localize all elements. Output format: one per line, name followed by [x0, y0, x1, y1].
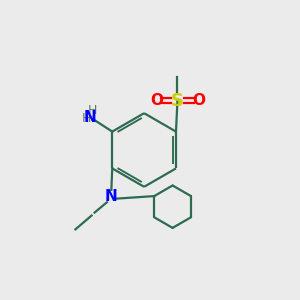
Text: O: O [192, 93, 205, 108]
Text: S: S [171, 92, 184, 110]
Text: H: H [88, 104, 97, 118]
Text: N: N [104, 189, 117, 204]
Text: N: N [84, 110, 97, 125]
Text: H: H [82, 112, 91, 125]
Text: O: O [150, 93, 163, 108]
